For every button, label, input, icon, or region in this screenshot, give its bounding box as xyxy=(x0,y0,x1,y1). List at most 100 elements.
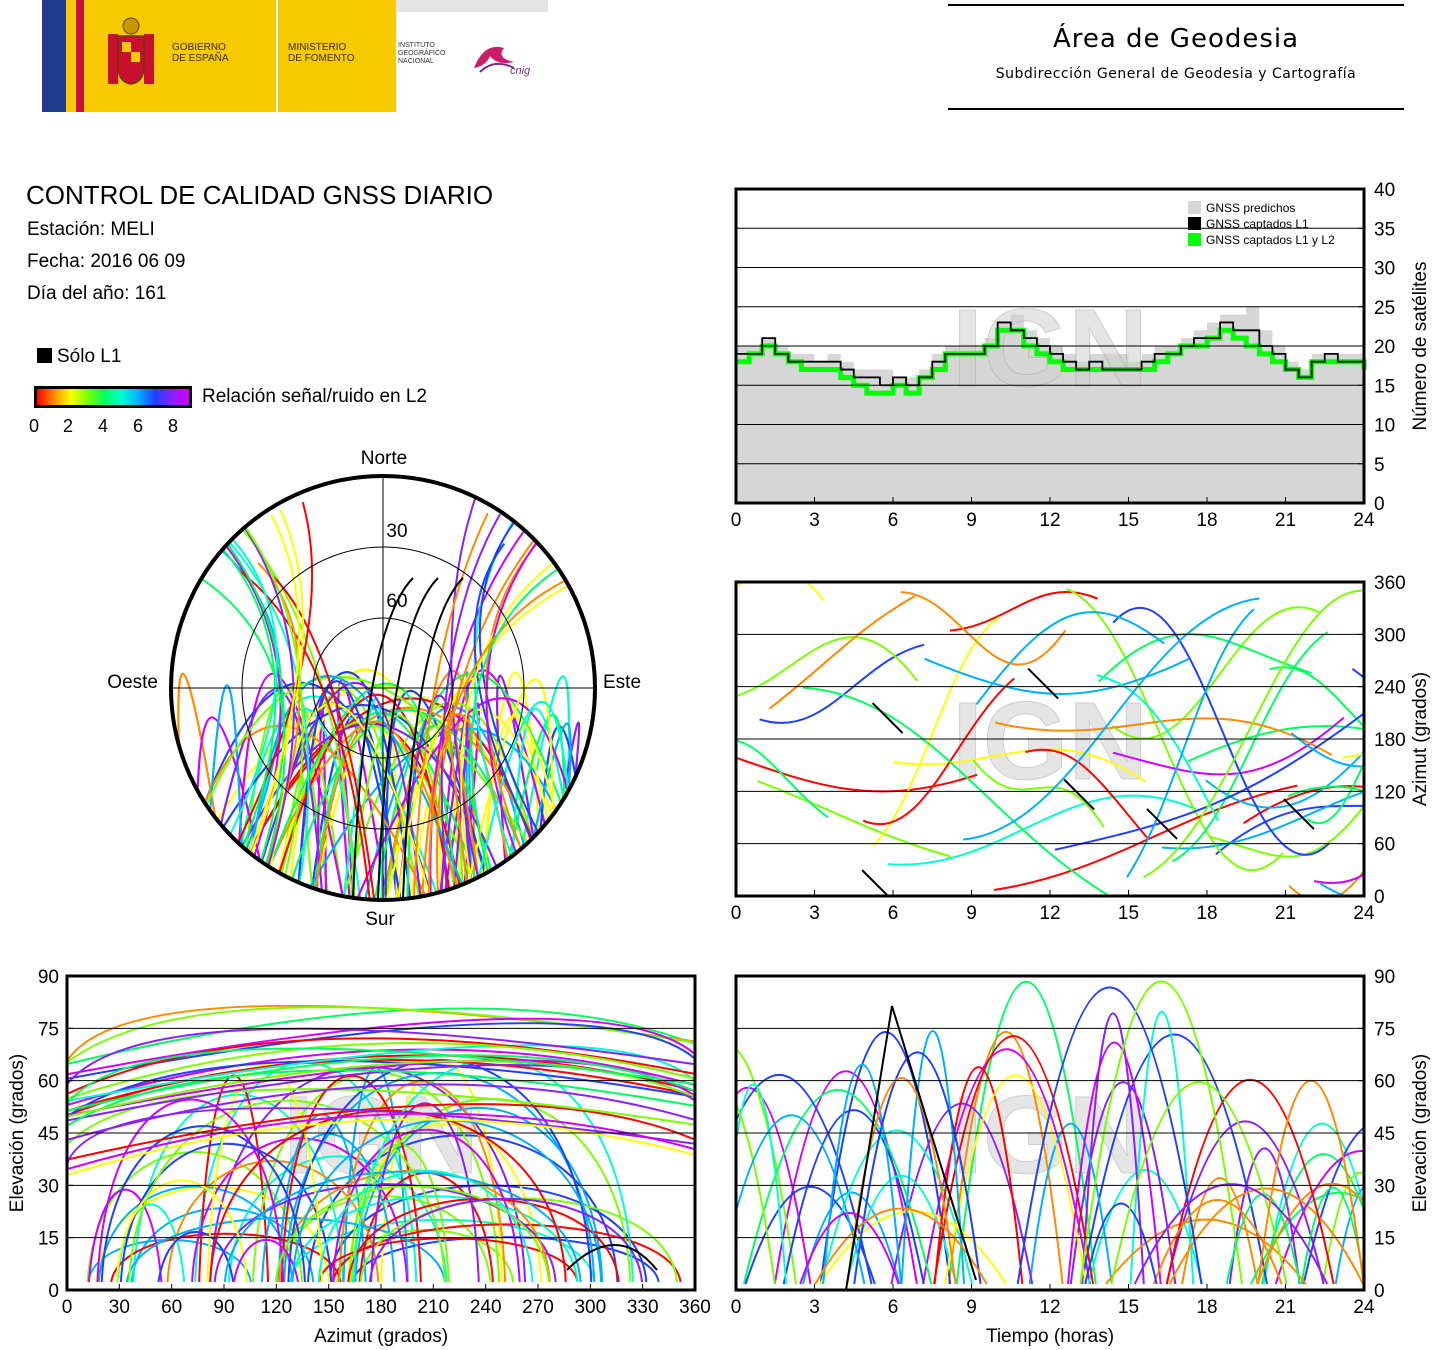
y-tick-label: 60 xyxy=(1374,835,1395,856)
legend-label: GNSS predichos xyxy=(1206,201,1295,215)
l1-only-track xyxy=(1063,778,1095,811)
azimuth-track xyxy=(963,597,1260,841)
x-tick-label: 0 xyxy=(62,1297,73,1318)
elevation-time-track xyxy=(1066,1041,1162,1285)
azimuth-track xyxy=(1287,785,1364,798)
legend-label: GNSS captados L1 xyxy=(1206,217,1309,231)
x-tick-label: 360 xyxy=(679,1297,711,1318)
azimuth-track xyxy=(1269,666,1364,728)
azimuth-tracks xyxy=(736,582,1364,896)
y-axis-label: Elevación (grados) xyxy=(7,1054,28,1212)
x-tick-label: 24 xyxy=(1353,1297,1375,1318)
elevation-track xyxy=(338,1080,507,1283)
azimuth-track xyxy=(1161,790,1364,850)
report-title: CONTROL DE CALIDAD GNSS DIARIO xyxy=(26,180,494,210)
snr-tick: 4 xyxy=(98,416,109,436)
x-tick-label: 240 xyxy=(470,1297,502,1318)
elevation-time-track xyxy=(820,1129,974,1285)
x-tick-label: 60 xyxy=(161,1297,182,1318)
x-tick-label: 0 xyxy=(731,1297,742,1318)
elevation-azimuth-tracks xyxy=(67,1004,695,1283)
y-tick-label: 15 xyxy=(1374,1229,1395,1250)
l1-only-track xyxy=(871,702,904,734)
legend-swatch xyxy=(1188,233,1201,246)
cnig-logo-icon: cnig xyxy=(470,38,534,80)
elevation-track xyxy=(368,1197,644,1283)
area-subtitle: Subdirección General de Geodesia y Carto… xyxy=(995,66,1357,82)
skyplot-east: Este xyxy=(603,672,641,693)
area-header: Área de Geodesia Subdirección General de… xyxy=(948,4,1404,110)
skyplot-horizon xyxy=(169,474,597,902)
y-tick-label: 240 xyxy=(1374,678,1406,699)
elevation-time-track xyxy=(853,1051,982,1285)
skyplot-track-group xyxy=(171,476,594,900)
y-axis-label: Azimut (grados) xyxy=(1410,672,1431,806)
elevation-track xyxy=(110,1232,342,1283)
y-tick-label: 15 xyxy=(38,1229,59,1250)
x-tick-label: 12 xyxy=(1039,1297,1060,1318)
elevation-time-track xyxy=(1256,1183,1364,1285)
l1-only-track xyxy=(1027,667,1059,700)
x-tick-label: 15 xyxy=(1118,1297,1139,1318)
elevation-track xyxy=(87,1188,163,1283)
azimuth-track xyxy=(1098,633,1313,683)
y-tick-label: 35 xyxy=(1374,219,1395,240)
skyplot-north: Norte xyxy=(361,448,407,469)
x-tick-label: 180 xyxy=(365,1297,397,1318)
elevation-time-track xyxy=(1084,1202,1158,1285)
x-tick-label: 30 xyxy=(109,1297,130,1318)
elevation-time-track xyxy=(736,1102,776,1285)
elevation-time-track xyxy=(1081,1012,1145,1285)
y-tick-label: 300 xyxy=(1374,625,1406,646)
elevation-time-track xyxy=(1079,980,1243,1285)
azimuth-track xyxy=(1025,748,1150,840)
azimuth-track xyxy=(887,794,1197,866)
elevation-track xyxy=(67,1107,695,1165)
l1-only-track xyxy=(566,1244,658,1271)
ministerio-block xyxy=(278,0,396,112)
elevation-time-track xyxy=(736,1114,866,1285)
y-tick-label: 90 xyxy=(38,967,59,988)
elevation-time-track xyxy=(799,1212,900,1285)
x-tick-label: 330 xyxy=(627,1297,659,1318)
y-tick-label: 10 xyxy=(1374,416,1395,437)
x-tick-label: 9 xyxy=(966,1297,977,1318)
predicted-area xyxy=(736,306,1364,503)
l1-only-track xyxy=(845,1005,977,1290)
satellite-track xyxy=(272,576,376,900)
y-tick-label: 30 xyxy=(38,1176,59,1197)
satellite-track xyxy=(313,720,462,900)
satellite-track xyxy=(214,723,511,900)
satellite-track xyxy=(463,678,554,900)
l1-only-track xyxy=(402,577,464,900)
skyplot-west: Oeste xyxy=(107,672,158,693)
plot-border xyxy=(734,187,1366,505)
elevation-track xyxy=(166,1160,380,1283)
elevation-time-track xyxy=(1274,1150,1364,1285)
azimuth-track xyxy=(736,582,825,601)
elevation-time-track xyxy=(1165,1079,1335,1285)
y-tick-label: 20 xyxy=(1374,337,1395,358)
azimuth-track xyxy=(1054,712,1364,851)
x-tick-label: 150 xyxy=(313,1297,345,1318)
snr-tick: 0 xyxy=(29,416,40,436)
elevation-track xyxy=(209,1065,527,1283)
elevation-time-track xyxy=(822,1063,903,1285)
y-tick-label: 75 xyxy=(1374,1019,1395,1040)
elevation-track xyxy=(67,1060,695,1118)
y-tick-label: 5 xyxy=(1374,455,1385,476)
y-tick-label: 180 xyxy=(1374,730,1406,751)
l1-only-track xyxy=(1283,798,1315,830)
azimuth-track xyxy=(1187,725,1364,763)
elevation-time-track xyxy=(1302,1126,1364,1285)
y-tick-label: 360 xyxy=(1374,573,1406,594)
legend-solo-l1: Sólo L1 xyxy=(37,346,121,368)
station-label: Estación: MELI xyxy=(27,219,155,240)
elevation-track xyxy=(67,1069,695,1127)
satellite-track xyxy=(440,513,501,900)
x-tick-label: 270 xyxy=(522,1297,554,1318)
black-swatch-icon xyxy=(37,348,52,363)
